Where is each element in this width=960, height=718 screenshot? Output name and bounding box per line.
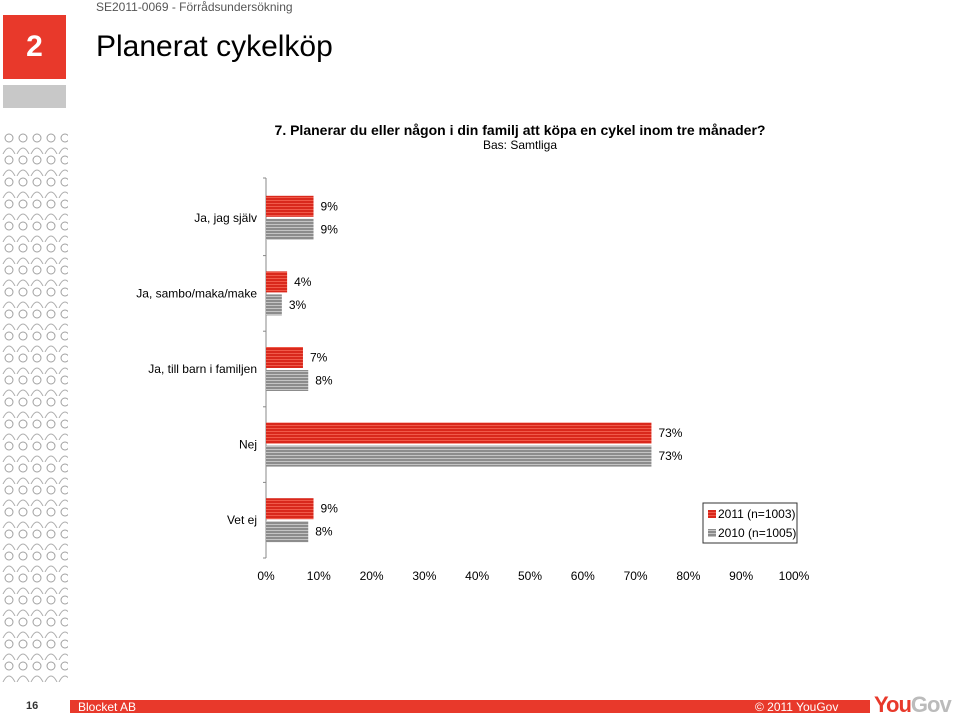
data-label: 3% xyxy=(289,298,307,312)
bar xyxy=(266,422,652,444)
x-tick-label: 80% xyxy=(676,569,700,583)
bar xyxy=(266,347,303,368)
chart-subtitle: Bas: Samtliga xyxy=(482,138,558,152)
bar xyxy=(266,445,652,467)
data-label: 8% xyxy=(315,525,333,539)
bar xyxy=(266,294,282,316)
category-label: Ja, till barn i familjen xyxy=(148,362,257,376)
x-tick-label: 60% xyxy=(571,569,595,583)
footer-copyright: © 2011 YouGov xyxy=(755,700,839,714)
yougov-logo: YouGov xyxy=(874,692,952,717)
bar xyxy=(266,271,288,293)
legend-label: 2011 (n=1003) xyxy=(718,507,796,521)
data-label: 73% xyxy=(658,426,682,440)
section-marker xyxy=(3,85,66,108)
legend-label: 2010 (n=1005) xyxy=(718,526,796,540)
bar xyxy=(266,521,309,543)
data-label: 9% xyxy=(321,222,339,236)
x-tick-label: 50% xyxy=(518,569,542,583)
category-label: Ja, jag själv xyxy=(194,211,257,225)
chart-title: 7. Planerar du eller någon i din familj … xyxy=(274,122,766,138)
report-code: SE2011-0069 - Förrådsundersökning xyxy=(96,0,293,14)
footer-company: Blocket AB xyxy=(78,700,137,714)
category-label: Nej xyxy=(239,438,257,452)
data-label: 8% xyxy=(315,374,333,388)
bar xyxy=(266,195,314,217)
crowd-illustration xyxy=(2,132,68,682)
x-tick-label: 70% xyxy=(624,569,648,583)
legend-swatch xyxy=(708,529,716,537)
x-tick-label: 0% xyxy=(257,569,275,583)
page-number: 16 xyxy=(26,700,39,712)
legend-swatch xyxy=(708,510,716,518)
x-tick-label: 10% xyxy=(307,569,331,583)
data-label: 7% xyxy=(310,351,328,365)
category-label: Vet ej xyxy=(227,513,257,527)
x-tick-label: 30% xyxy=(412,569,436,583)
x-tick-label: 40% xyxy=(465,569,489,583)
legend-box xyxy=(702,502,798,544)
data-label: 9% xyxy=(321,199,339,213)
bar xyxy=(266,370,309,391)
page-title: Planerat cykelköp xyxy=(96,30,333,63)
footer-bar xyxy=(70,700,870,713)
category-label: Ja, sambo/maka/make xyxy=(136,286,257,300)
x-tick-label: 90% xyxy=(729,569,753,583)
data-label: 73% xyxy=(658,449,682,463)
x-tick-label: 20% xyxy=(360,569,384,583)
x-tick-label: 100% xyxy=(779,569,810,583)
bar xyxy=(266,218,314,240)
data-label: 4% xyxy=(294,275,312,289)
section-number: 2 xyxy=(3,15,66,79)
data-label: 9% xyxy=(321,502,339,516)
bar xyxy=(266,498,314,520)
